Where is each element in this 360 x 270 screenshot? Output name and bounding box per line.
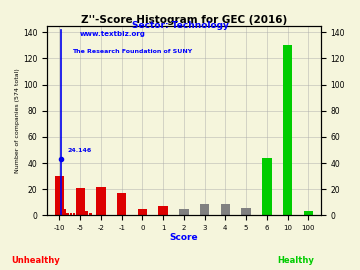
Text: 24.146: 24.146 <box>67 148 91 153</box>
Bar <box>69 213 72 215</box>
Bar <box>96 187 105 215</box>
Text: The Research Foundation of SUNY: The Research Foundation of SUNY <box>72 49 192 53</box>
Title: Z''-Score Histogram for GEC (2016): Z''-Score Histogram for GEC (2016) <box>81 15 287 25</box>
Bar <box>138 209 147 215</box>
Bar <box>89 213 92 215</box>
Text: www.textbiz.org: www.textbiz.org <box>80 32 146 38</box>
Bar <box>242 208 251 215</box>
Bar <box>179 209 189 215</box>
Bar <box>221 204 230 215</box>
Bar <box>66 213 69 215</box>
Bar <box>76 188 85 215</box>
Bar <box>63 209 66 215</box>
Text: Sector: Technology: Sector: Technology <box>131 21 229 30</box>
Text: Healthy: Healthy <box>277 256 314 265</box>
Bar <box>117 193 126 215</box>
Bar <box>262 158 271 215</box>
Y-axis label: Number of companies (574 total): Number of companies (574 total) <box>15 68 20 173</box>
Bar <box>73 213 75 215</box>
Bar <box>85 211 88 215</box>
Bar <box>283 45 292 215</box>
X-axis label: Score: Score <box>170 232 198 241</box>
Text: Unhealthy: Unhealthy <box>12 256 60 265</box>
Bar <box>158 206 168 215</box>
Bar <box>200 204 209 215</box>
Bar <box>55 176 64 215</box>
Bar <box>304 211 313 215</box>
